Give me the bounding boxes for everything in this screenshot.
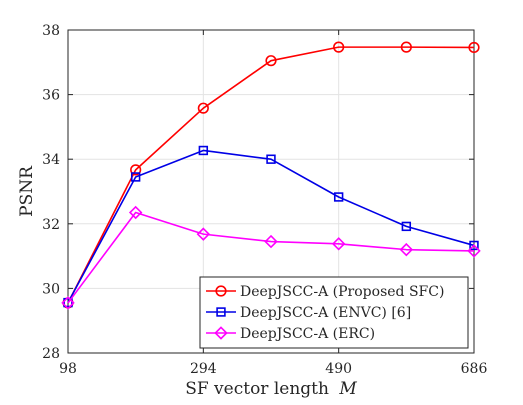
data-point-marker bbox=[196, 227, 211, 241]
data-point-marker bbox=[469, 240, 479, 251]
x-tick-label: 686 bbox=[461, 361, 488, 377]
legend-label: DeepJSCC-A (ENVC) [6] bbox=[240, 305, 411, 321]
y-tick-label: 38 bbox=[42, 23, 60, 39]
data-series bbox=[61, 41, 481, 310]
legend-entry: DeepJSCC-A (Proposed SFC) bbox=[206, 284, 444, 300]
axis-ticks: 98 294 490 686 28 30 32 34 36 38 bbox=[42, 23, 487, 377]
data-point-marker bbox=[197, 102, 209, 114]
y-axis-label: PSNR bbox=[17, 165, 37, 217]
y-tick-label: 34 bbox=[42, 152, 60, 168]
legend-label: DeepJSCC-A (ERC) bbox=[240, 326, 375, 342]
x-axis-label-symbol: M bbox=[338, 379, 357, 399]
legend-swatch-marker bbox=[215, 285, 227, 297]
data-point-marker bbox=[467, 244, 481, 258]
data-point-marker bbox=[130, 164, 142, 176]
data-point-marker bbox=[130, 172, 141, 182]
y-tick-label: 30 bbox=[42, 281, 60, 297]
y-tick-label: 32 bbox=[42, 217, 60, 233]
series-3 bbox=[61, 205, 481, 310]
data-point-marker bbox=[265, 55, 277, 67]
series-line bbox=[67, 211, 475, 304]
x-tick-label: 490 bbox=[325, 361, 352, 377]
data-point-marker bbox=[333, 41, 345, 53]
data-point-marker bbox=[399, 242, 414, 257]
x-tick-label: 294 bbox=[190, 361, 217, 377]
data-point-marker bbox=[266, 154, 276, 164]
legend-swatch-marker bbox=[216, 307, 226, 317]
series-1 bbox=[62, 41, 480, 309]
y-tick-label: 28 bbox=[42, 346, 60, 362]
data-point-marker bbox=[468, 41, 480, 54]
x-tick-label: 98 bbox=[59, 361, 77, 377]
data-point-marker bbox=[198, 145, 209, 156]
x-axis-label: SF vector length M bbox=[185, 379, 357, 399]
data-point-marker bbox=[333, 192, 344, 202]
legend-entry: DeepJSCC-A (ENVC) [6] bbox=[206, 305, 411, 321]
series-2 bbox=[63, 145, 479, 308]
data-point-marker bbox=[61, 296, 75, 310]
legend: DeepJSCC-A (Proposed SFC) DeepJSCC-A (ENV… bbox=[199, 276, 469, 349]
data-point-marker bbox=[400, 41, 412, 53]
x-axis-label-text: SF vector length bbox=[185, 379, 329, 399]
y-tick-label: 36 bbox=[42, 88, 60, 104]
data-point-marker bbox=[63, 297, 73, 308]
data-point-marker bbox=[264, 234, 278, 249]
legend-label: DeepJSCC-A (Proposed SFC) bbox=[240, 284, 444, 300]
data-point-marker bbox=[401, 221, 412, 232]
plot-area-frame bbox=[67, 29, 475, 354]
data-point-marker bbox=[331, 237, 346, 251]
series-line bbox=[67, 46, 475, 304]
data-point-marker bbox=[128, 205, 143, 220]
legend-swatch-marker bbox=[214, 326, 228, 340]
legend-box bbox=[199, 276, 469, 349]
legend-entry: DeepJSCC-A (ERC) bbox=[206, 326, 375, 342]
series-line bbox=[67, 149, 475, 303]
